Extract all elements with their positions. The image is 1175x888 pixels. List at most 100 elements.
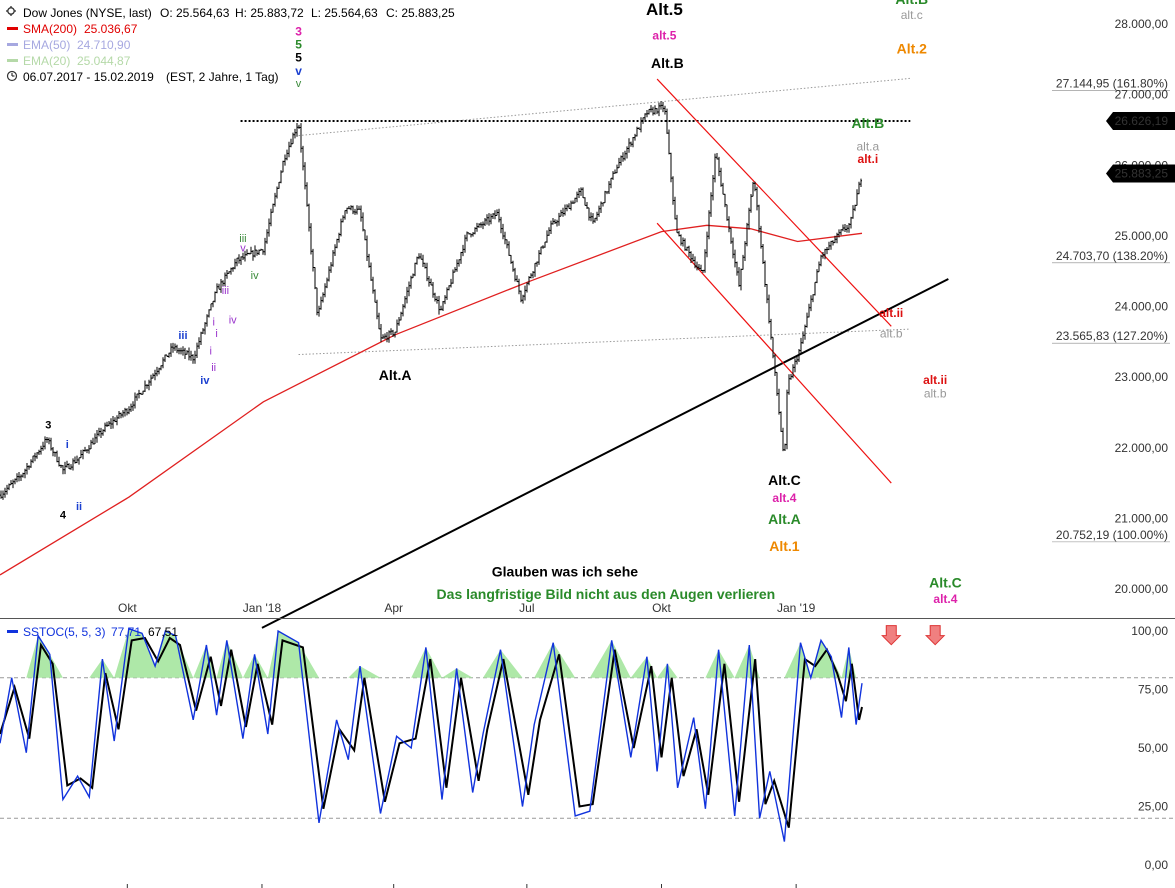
stochastic-k-value: 77,71 bbox=[111, 625, 141, 639]
wave-label: 3 bbox=[295, 24, 302, 38]
wave-label: i bbox=[215, 328, 217, 340]
x-tick-label: Okt bbox=[118, 601, 137, 615]
wave-label: Alt.A bbox=[379, 367, 412, 383]
fib-level-label: 20.752,19 (100.00%) bbox=[1056, 528, 1168, 542]
wave-label: v bbox=[295, 64, 302, 78]
fibonacci-lines: 27.144,95 (161.80%) 24.703,70 (138.20%) 23… bbox=[240, 76, 1170, 543]
y-tick-label: 20.000,00 bbox=[1115, 582, 1169, 596]
x-tick-label: Jul bbox=[519, 601, 534, 615]
stochastic-swatch bbox=[7, 630, 18, 633]
date-x-axis: Okt Jan '18 Apr Jul Okt Jan '19 bbox=[118, 601, 816, 888]
arrow-down-icon bbox=[881, 625, 902, 646]
ohlc-low: L: 25.564,63 bbox=[311, 6, 378, 20]
ema20-swatch bbox=[7, 59, 18, 62]
wave-label: v bbox=[296, 78, 302, 90]
wave-label: iii bbox=[239, 233, 246, 245]
wave-label: Alt.B bbox=[852, 115, 885, 131]
stochastic-k-line bbox=[0, 627, 863, 842]
y-tick-label: 22.000,00 bbox=[1115, 441, 1169, 455]
fib-level-label: 24.703,70 (138.20%) bbox=[1056, 249, 1168, 263]
y-tick-label: 27.000,00 bbox=[1115, 88, 1169, 102]
arrow-down-icon bbox=[924, 625, 946, 646]
ohlc-high: H: 25.883,72 bbox=[235, 6, 304, 20]
wave-label: alt.a bbox=[857, 139, 880, 153]
stochastic-title: SSTOC(5, 5, 3) bbox=[23, 625, 105, 639]
fib-level-label: 23.565,83 (127.20%) bbox=[1056, 329, 1168, 343]
wave-label: ii bbox=[76, 501, 82, 513]
stochastic-lines bbox=[0, 627, 863, 842]
y-tick-label: 21.000,00 bbox=[1115, 511, 1169, 525]
stochastic-d-value: 67,51 bbox=[148, 625, 178, 639]
wave-label: iii bbox=[222, 285, 229, 297]
channel-line bbox=[656, 78, 892, 327]
sma200-legend-label: SMA(200) bbox=[23, 22, 77, 36]
y-tick-label: 23.000,00 bbox=[1115, 370, 1169, 384]
chart-title: Dow Jones (NYSE, last) bbox=[23, 6, 152, 20]
wave-label: 3 bbox=[45, 420, 51, 432]
resistance-price-box-text: 26.626,19 bbox=[1115, 114, 1169, 128]
wave-label: ii bbox=[211, 362, 216, 374]
resistance-price-box: 26.626,19 bbox=[1106, 112, 1175, 131]
wave-label: i bbox=[210, 346, 212, 358]
stochastic-tick-label: 0,00 bbox=[1145, 858, 1169, 872]
x-tick-label: Apr bbox=[384, 601, 403, 615]
wave-label: iii bbox=[178, 330, 187, 342]
stochastic-tick-label: 100,00 bbox=[1131, 624, 1168, 638]
stochastic-d-line bbox=[0, 636, 863, 828]
wave-label: alt.b bbox=[924, 387, 947, 401]
stochastic-tick-label: 25,00 bbox=[1138, 800, 1168, 814]
wave-label: Alt.C bbox=[929, 575, 962, 591]
wave-label: alt.i bbox=[858, 152, 879, 166]
fib-level-label: 27.144,95 (161.80%) bbox=[1056, 76, 1168, 90]
wave-label: i bbox=[66, 439, 69, 451]
ema50-legend-value: 24.710,90 bbox=[77, 38, 131, 52]
ohlc-close: C: 25.883,25 bbox=[386, 6, 455, 20]
wave-label: iv bbox=[200, 375, 210, 387]
x-tick-label: Okt bbox=[652, 601, 671, 615]
wave-label: 4 bbox=[60, 509, 67, 521]
wave-label: Das langfristige Bild nicht aus den Auge… bbox=[437, 586, 776, 602]
wave-label: Alt.B bbox=[651, 55, 684, 71]
y-tick-label: 24.000,00 bbox=[1115, 300, 1169, 314]
stochastic-tick-label: 50,00 bbox=[1138, 741, 1168, 755]
x-tick-label: Jan '18 bbox=[243, 601, 282, 615]
wave-label: Alt.5 bbox=[646, 0, 683, 19]
clock-icon bbox=[6, 70, 18, 82]
wave-label: Alt.B bbox=[895, 0, 928, 7]
wave-label: alt.4 bbox=[772, 491, 796, 505]
ohlc-bars bbox=[0, 101, 862, 500]
wave-label: Alt.2 bbox=[897, 41, 928, 57]
fib-guide-line bbox=[298, 328, 911, 356]
header-legend: Dow Jones (NYSE, last) O: 25.564,63 H: 2… bbox=[6, 6, 455, 639]
sell-signals bbox=[881, 625, 946, 646]
ema50-legend-label: EMA(50) bbox=[23, 38, 70, 52]
x-tick-label: Jan '19 bbox=[777, 601, 816, 615]
wave-label: alt.5 bbox=[652, 29, 676, 43]
y-tick-label: 28.000,00 bbox=[1115, 17, 1169, 31]
wave-label: v bbox=[240, 242, 246, 254]
settings-icon[interactable] bbox=[6, 6, 16, 16]
y-tick-label: 25.000,00 bbox=[1115, 229, 1169, 243]
last-price-box: 25.883,25 bbox=[1106, 164, 1175, 183]
ohlc-open: O: 25.564,63 bbox=[160, 6, 230, 20]
fib-guide-line bbox=[298, 77, 911, 137]
wave-label: alt.c bbox=[901, 8, 923, 22]
ema50-swatch bbox=[7, 43, 18, 46]
last-price-box-text: 25.883,25 bbox=[1115, 166, 1169, 180]
long-term-trendline bbox=[261, 278, 949, 629]
sma200-line bbox=[0, 224, 863, 576]
wave-label: alt.b bbox=[880, 327, 903, 341]
sma200-path bbox=[0, 224, 863, 576]
wave-label: Alt.C bbox=[768, 472, 801, 488]
wave-label: 5 bbox=[295, 50, 302, 64]
wave-label: alt.ii bbox=[879, 306, 903, 320]
stochastic-tick-label: 75,00 bbox=[1138, 683, 1168, 697]
price-bars bbox=[0, 101, 862, 500]
wave-annotations: 34iiiiiiiviiiiiiiiiviiiviv355vvAlt.AAlt.… bbox=[45, 0, 962, 606]
stochastic-y-axis: 100,00 75,00 50,00 25,00 0,00 bbox=[1131, 624, 1168, 872]
wave-label: alt.4 bbox=[933, 592, 957, 606]
wave-label: iv bbox=[229, 314, 237, 326]
wave-label: iv bbox=[251, 270, 259, 282]
wave-label: Alt.1 bbox=[769, 538, 800, 554]
